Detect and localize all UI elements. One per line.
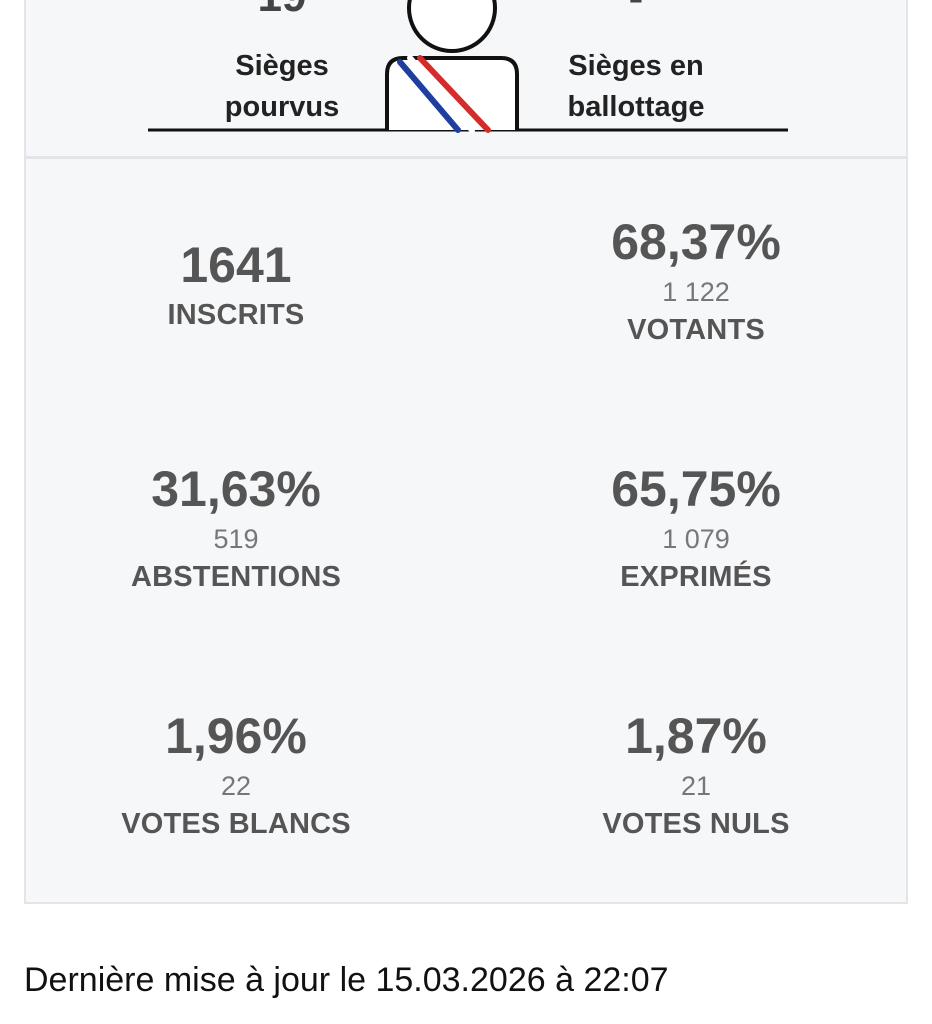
seats-ballot-label-line1: Sièges en xyxy=(568,50,704,82)
seats-ballot-value: - xyxy=(516,0,756,22)
mayor-with-tricolor-sash-icon xyxy=(148,0,788,133)
stat-votants-label: VOTANTS xyxy=(627,314,765,346)
seats-ballot-label-line2: ballottage xyxy=(567,91,705,123)
stat-inscrits: 1641 INSCRITS xyxy=(26,237,446,333)
stat-votes-nuls-label: VOTES NULS xyxy=(602,808,790,840)
stat-votants-percent: 68,37% xyxy=(611,214,781,270)
stat-votants-count: 1 122 xyxy=(662,277,730,307)
stat-votes-nuls-count: 21 xyxy=(680,771,712,801)
stat-abstentions-label: ABSTENTIONS xyxy=(130,561,342,593)
stat-abstentions-count: 519 xyxy=(213,524,259,554)
seats-summary: 19 Sièges pourvus - Sièges en ballottage xyxy=(26,0,906,156)
stat-abstentions: 31,63% 519 ABSTENTIONS xyxy=(26,461,446,595)
stat-abstentions-percent: 31,63% xyxy=(151,461,321,517)
stat-exprimes-percent: 65,75% xyxy=(611,461,781,517)
seats-filled-label-line2: pourvus xyxy=(224,91,340,123)
stat-inscrits-value: 1641 xyxy=(180,237,292,293)
seats-filled-value: 19 xyxy=(162,0,402,22)
stat-votes-blancs-label: VOTES BLANCS xyxy=(121,808,351,840)
turnout-stats: 1641 INSCRITS 68,37% 1 122 VOTANTS 31,63… xyxy=(26,159,906,904)
stat-exprimes-count: 1 079 xyxy=(662,524,730,554)
stat-inscrits-label: INSCRITS xyxy=(167,299,305,331)
stat-exprimes-label: EXPRIMÉS xyxy=(620,561,772,593)
stat-votants: 68,37% 1 122 VOTANTS xyxy=(486,214,906,348)
stat-exprimes: 65,75% 1 079 EXPRIMÉS xyxy=(486,461,906,595)
stat-votes-nuls: 1,87% 21 VOTES NULS xyxy=(486,708,906,842)
stat-votes-blancs-percent: 1,96% xyxy=(165,708,307,764)
stat-votes-blancs-count: 22 xyxy=(220,771,252,801)
seats-filled-label: Sièges pourvus xyxy=(162,46,402,128)
seats-filled-label-line1: Sièges xyxy=(235,50,329,82)
last-update-text: Dernière mise à jour le 15.03.2026 à 22:… xyxy=(24,961,669,999)
results-card: 19 Sièges pourvus - Sièges en ballottage… xyxy=(24,0,908,904)
seats-ballot-label: Sièges en ballottage xyxy=(516,46,756,128)
stat-votes-nuls-percent: 1,87% xyxy=(625,708,767,764)
stat-votes-blancs: 1,96% 22 VOTES BLANCS xyxy=(26,708,446,842)
section-divider xyxy=(26,156,906,159)
